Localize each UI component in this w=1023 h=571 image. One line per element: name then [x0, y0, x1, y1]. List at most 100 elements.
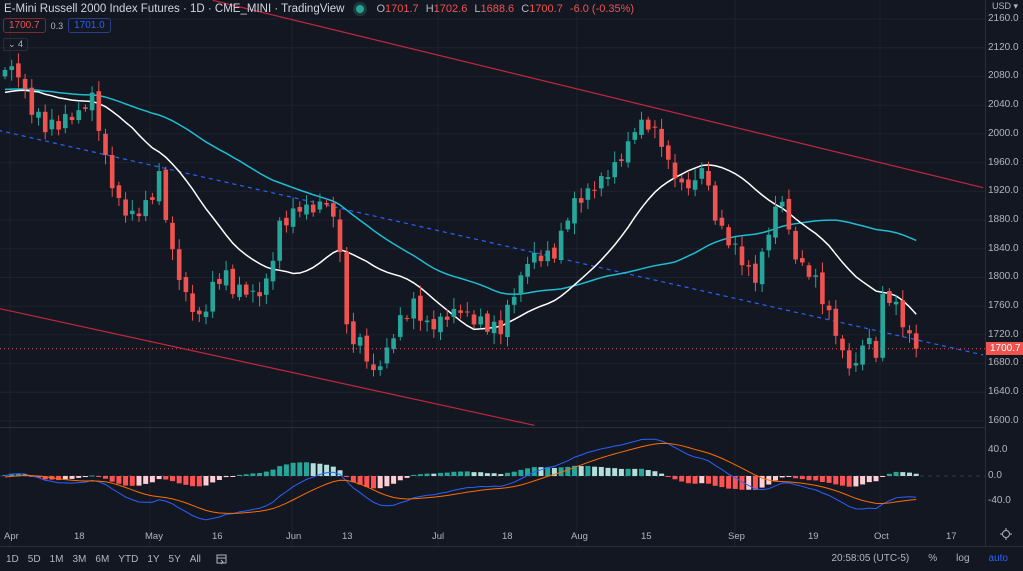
low-value: 1688.6 [480, 3, 515, 15]
candle-body [893, 301, 899, 305]
price-axis-label: 1840.0 [988, 242, 1019, 254]
goto-date-icon[interactable] [216, 553, 228, 565]
settings-gear-icon[interactable] [1000, 528, 1012, 540]
auto-toggle[interactable]: auto [988, 553, 1008, 564]
price-axis-label: 1760.0 [988, 300, 1019, 311]
sma50-line [4, 88, 917, 296]
candle-body [578, 198, 584, 203]
candle-body [478, 316, 483, 325]
range-1y[interactable]: 1Y [147, 553, 160, 565]
candle-body [498, 320, 504, 335]
indicators-toggle[interactable]: ⌄ 4 [3, 38, 29, 51]
candle-body [351, 321, 356, 345]
candle-body [820, 272, 825, 305]
range-1d[interactable]: 1D [6, 553, 19, 565]
macd-histogram-bar [15, 473, 21, 476]
candle-body [424, 320, 430, 323]
macd-histogram-bar [672, 476, 678, 480]
candle-body [505, 304, 510, 338]
macd-histogram-bar [699, 476, 705, 484]
candle-body [458, 310, 463, 313]
candle-body [250, 290, 256, 292]
legend-header: E-Mini Russell 2000 Index Futures · 1D ·… [4, 3, 638, 15]
price-chart[interactable] [0, 0, 985, 546]
low-label: L [474, 3, 481, 15]
macd-histogram-bar [176, 476, 182, 484]
range-1m[interactable]: 1M [49, 553, 64, 565]
candle-body [880, 293, 885, 358]
macd-histogram-bar [263, 471, 269, 476]
close-label: C [521, 3, 530, 15]
price-axis-label: 1720.0 [988, 328, 1019, 340]
macd-histogram-bar [458, 471, 464, 476]
range-all[interactable]: All [189, 553, 201, 565]
macd-histogram-bar [625, 468, 631, 476]
candle-body [297, 207, 303, 212]
candle-body [773, 206, 778, 238]
candle-body [109, 155, 115, 189]
range-6m[interactable]: 6M [95, 553, 110, 565]
macd-histogram-bar [404, 476, 410, 478]
macd-histogram-bar [69, 476, 75, 479]
candle-body [123, 199, 128, 216]
time-axis-label: Jul [432, 531, 445, 542]
macd-histogram-bar [270, 469, 276, 476]
time-axis-label: 19 [808, 531, 819, 542]
macd-histogram-bar [216, 476, 222, 480]
candle-body [840, 338, 845, 351]
macd-histogram-bar [344, 476, 350, 477]
candle-body [136, 213, 142, 217]
macd-histogram-bar [498, 474, 504, 476]
price-axis-label: 1600.0 [988, 414, 1019, 426]
macd-histogram-bar [277, 466, 283, 476]
candle-body [538, 255, 544, 262]
candle-body [116, 185, 122, 199]
macd-histogram-bar [317, 463, 323, 476]
macd-histogram-bar [665, 476, 671, 477]
macd-histogram-bar [297, 462, 303, 476]
pane-separator[interactable] [0, 427, 985, 428]
candle-body [873, 340, 879, 358]
candle-body [558, 230, 564, 260]
candle-body [9, 66, 14, 70]
macd-histogram-bar [900, 472, 906, 476]
percent-toggle[interactable]: % [928, 553, 938, 564]
macd-histogram-bar [310, 463, 316, 476]
price-axis-label: 1800.0 [988, 271, 1019, 283]
candle-body [900, 300, 906, 328]
macd-histogram-bar [330, 466, 336, 476]
macd-histogram-bar [324, 464, 330, 476]
candle-body [779, 201, 785, 207]
log-toggle[interactable]: log [956, 553, 970, 564]
candle-body [130, 210, 135, 215]
macd-histogram-bar [411, 474, 417, 476]
macd-histogram-bar [357, 476, 363, 485]
macd-histogram-bar [692, 476, 698, 484]
macd-histogram-bar [438, 472, 443, 476]
range-ytd[interactable]: YTD [118, 553, 139, 565]
buy-button[interactable]: 1701.0 [68, 18, 111, 33]
symbol-title[interactable]: E-Mini Russell 2000 Index Futures · 1D ·… [4, 3, 345, 15]
macd-histogram-bar [56, 476, 62, 481]
macd-histogram-bar [129, 476, 135, 486]
axis-separator [985, 0, 986, 546]
price-axis-label: 2080.0 [988, 70, 1019, 82]
candle-body [465, 311, 470, 313]
range-3m[interactable]: 3M [72, 553, 87, 565]
candle-body [418, 295, 423, 321]
candle-body [666, 145, 671, 160]
macd-histogram-bar [786, 476, 792, 477]
macd-histogram-bar [719, 476, 725, 488]
range-5d[interactable]: 5D [27, 553, 41, 565]
macd-histogram-bar [257, 473, 263, 476]
macd-histogram-bar [203, 476, 209, 486]
candle-body [592, 189, 597, 191]
macd-histogram-bar [431, 473, 437, 476]
candle-body [96, 91, 102, 131]
currency-selector[interactable]: USD ▾ [992, 1, 1019, 11]
time-axis-label: Jun [286, 531, 302, 542]
range-5y[interactable]: 5Y [168, 553, 181, 565]
candle-body [398, 315, 403, 337]
sell-button[interactable]: 1700.7 [3, 18, 46, 33]
macd-histogram-bar [759, 476, 765, 488]
